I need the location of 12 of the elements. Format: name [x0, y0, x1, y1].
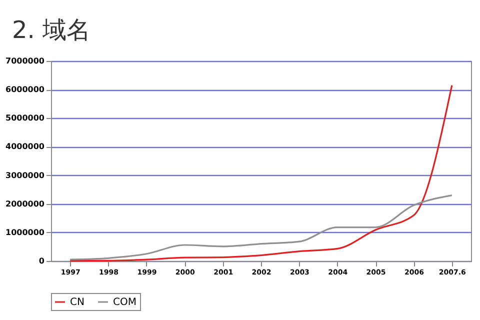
y-tick-label: 1000000: [6, 228, 45, 237]
y-tick-label: 3000000: [6, 170, 45, 180]
y-tick-label: 6000000: [6, 85, 45, 94]
chart-title: 2. 域名: [12, 15, 92, 46]
y-tick-label: 4000000: [6, 142, 45, 152]
y-tick-label: 7000000: [6, 56, 45, 66]
y-tick-label: 2000000: [6, 199, 45, 208]
line-series: [69, 84, 453, 262]
y-tick-label: 0: [38, 256, 45, 266]
legend-label: CN: [70, 297, 84, 308]
legend-label: COM: [113, 297, 136, 308]
y-tick-label: 5000000: [6, 114, 45, 123]
